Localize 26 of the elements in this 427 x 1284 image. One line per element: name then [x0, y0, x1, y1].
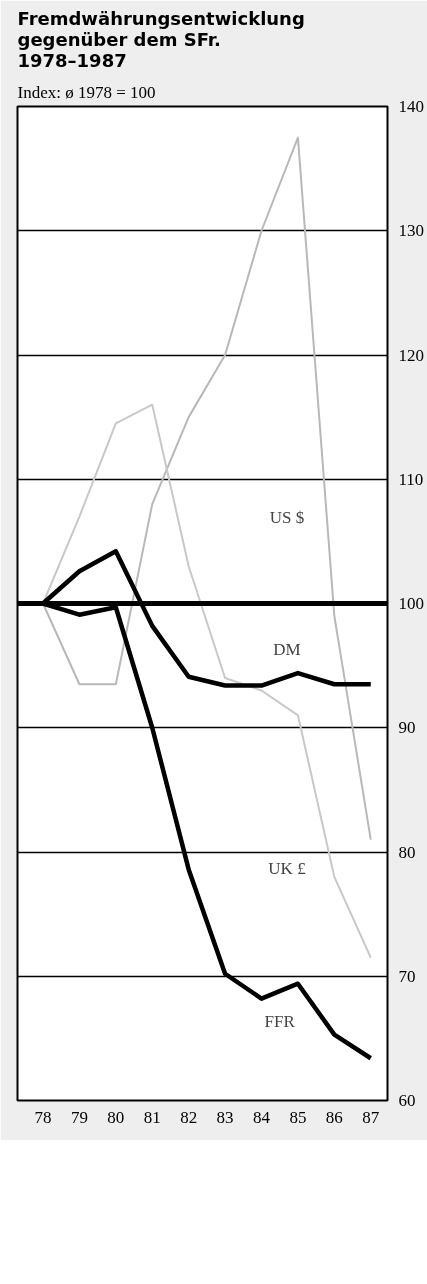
series-label: UK £: [268, 858, 306, 878]
y-tick-label: 90: [398, 718, 416, 738]
y-tick-label: 80: [398, 842, 416, 862]
series-label: US $: [269, 508, 305, 528]
x-tick-label: 84: [253, 1107, 271, 1127]
y-tick-label: 60: [398, 1091, 416, 1110]
series-label: DM: [273, 639, 301, 659]
y-tick-label: 110: [398, 469, 424, 489]
x-tick-label: 81: [143, 1107, 161, 1127]
y-tick-label: 140: [398, 97, 424, 116]
y-tick-label: 120: [398, 345, 424, 365]
line-series: [41, 136, 372, 841]
chart-title: Fremdwährungsentwicklung gegenüber dem SFr. 1978–1987: [17, 7, 305, 71]
x-tick-label: 86: [325, 1107, 343, 1127]
x-tick-label: 79: [70, 1107, 88, 1127]
x-tick-label: 83: [216, 1107, 234, 1127]
series-label: FFR: [264, 1012, 296, 1032]
chart-subtitle: Index: ø 1978 = 100: [17, 82, 156, 102]
y-tick-label: 100: [398, 594, 424, 613]
x-tick-label: 78: [34, 1107, 52, 1127]
y-tick-label: 130: [398, 221, 424, 241]
x-tick-label: 80: [107, 1107, 125, 1127]
x-tick-label: 85: [289, 1107, 307, 1127]
x-tick-label: 82: [180, 1107, 198, 1127]
y-tick-label: 70: [398, 966, 416, 986]
x-tick-label: 87: [362, 1107, 380, 1127]
